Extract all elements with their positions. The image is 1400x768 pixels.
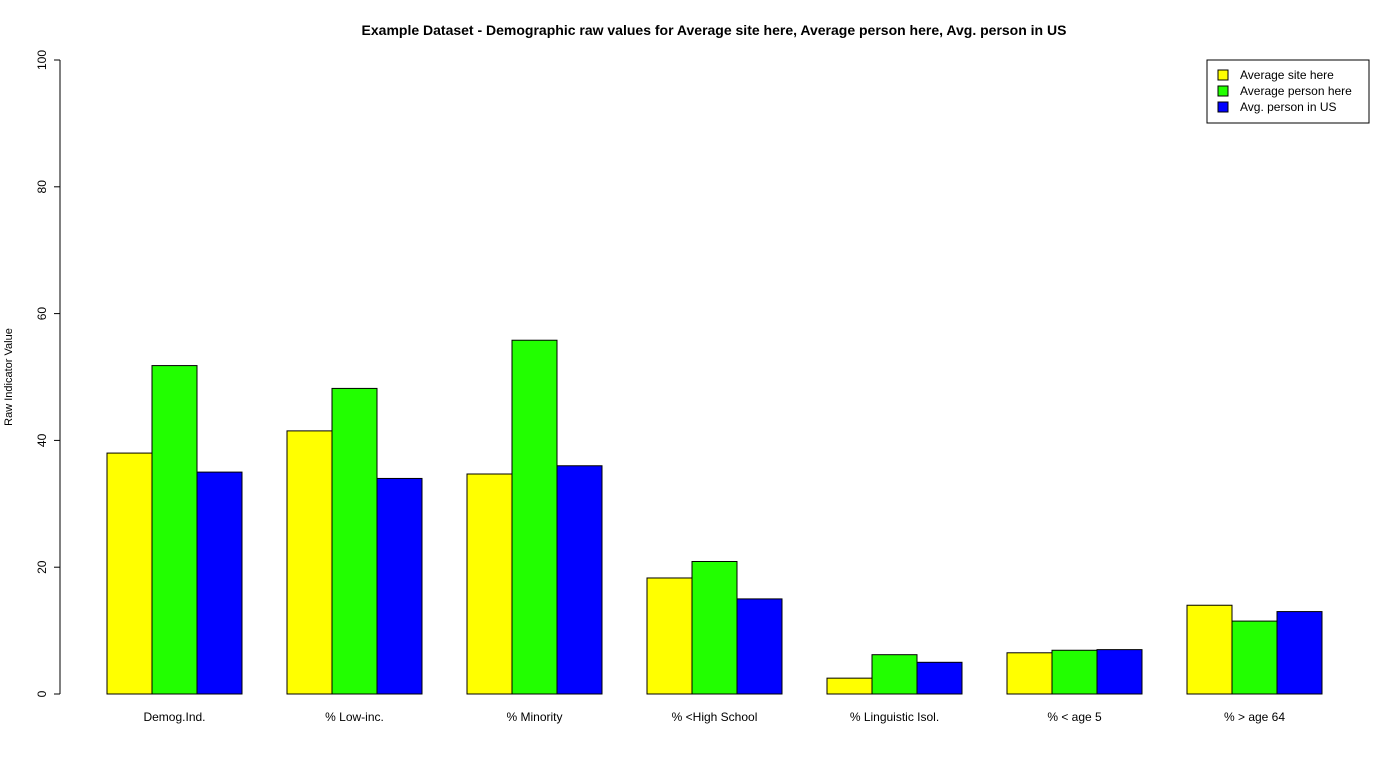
legend: Average site here Average person here Avg.… [1206, 59, 1370, 124]
category-label: % > age 64 [1224, 710, 1285, 724]
bars-group [106, 339, 1323, 695]
chart-title: Example Dataset - Demographic raw values… [362, 22, 1067, 38]
legend-swatch [1217, 69, 1229, 81]
bar [1096, 649, 1143, 695]
bar [331, 387, 378, 695]
bar [1051, 649, 1098, 695]
bar [916, 661, 963, 695]
bar [106, 452, 153, 695]
bar [1006, 652, 1053, 695]
category-label: % Minority [506, 710, 562, 724]
y-axis: 0 20 40 60 80 100 [35, 50, 61, 697]
bar [151, 365, 198, 695]
bar [691, 560, 738, 695]
bar [376, 477, 423, 695]
bar [826, 677, 873, 695]
bar [646, 577, 693, 695]
category-label: % Linguistic Isol. [850, 710, 939, 724]
category-labels: Demog.Ind. % Low-inc. % Minority % <High Sc… [143, 710, 1285, 724]
y-tick-label: 40 [35, 433, 49, 447]
bar [466, 473, 513, 695]
category-label: Demog.Ind. [143, 710, 205, 724]
legend-label: Average person here [1240, 84, 1352, 98]
category-label: % <High School [672, 710, 758, 724]
bar [1186, 604, 1233, 695]
bar [556, 465, 603, 695]
category-label: % < age 5 [1047, 710, 1102, 724]
bar [736, 598, 783, 695]
bar [196, 471, 243, 695]
bar [286, 430, 333, 695]
y-tick-label: 80 [35, 180, 49, 194]
y-tick-label: 20 [35, 560, 49, 574]
y-tick-label: 100 [35, 50, 49, 70]
bar [1231, 620, 1278, 695]
legend-label: Average site here [1240, 68, 1334, 82]
legend-box [1206, 59, 1370, 124]
bar [511, 339, 558, 695]
legend-label: Avg. person in US [1240, 100, 1337, 114]
legend-swatch [1217, 85, 1229, 97]
legend-swatch [1217, 101, 1229, 113]
y-tick-label: 0 [35, 690, 49, 697]
y-axis-label: Raw Indicator Value [3, 328, 15, 426]
y-tick-label: 60 [35, 307, 49, 321]
bar [1276, 611, 1323, 695]
bar [871, 654, 918, 695]
category-label: % Low-inc. [325, 710, 384, 724]
